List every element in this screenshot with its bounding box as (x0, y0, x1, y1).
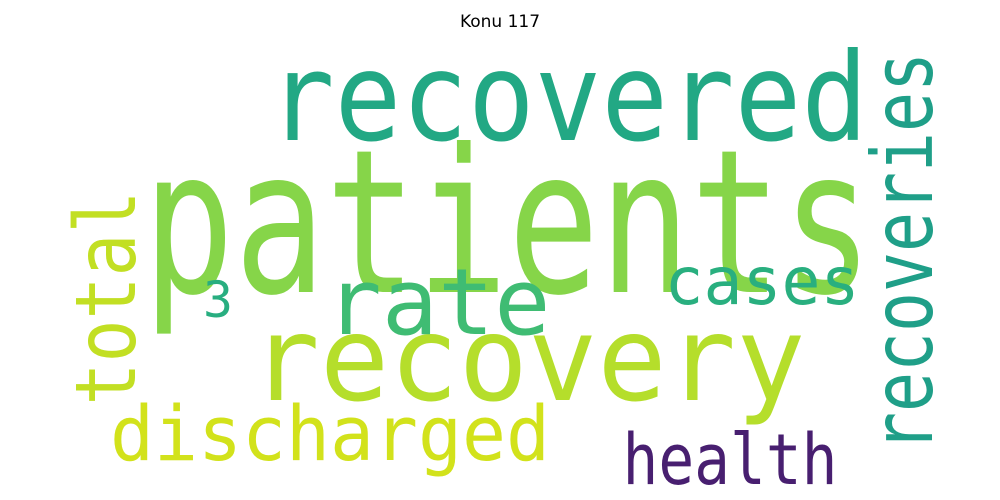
word-health: health (623, 419, 838, 500)
word-recoveries: recoveries (854, 52, 952, 452)
word-recovered: recovered (268, 27, 868, 169)
word-3: 3 (203, 271, 233, 329)
word-patients: patients (143, 107, 873, 340)
word-cases: cases (665, 243, 860, 320)
word-discharged: discharged (110, 389, 550, 478)
word-recovery: recovery (251, 290, 806, 428)
chart-title: Konu 117 (459, 12, 541, 32)
word-total: total (57, 191, 155, 406)
word-rate: rate (326, 249, 551, 356)
